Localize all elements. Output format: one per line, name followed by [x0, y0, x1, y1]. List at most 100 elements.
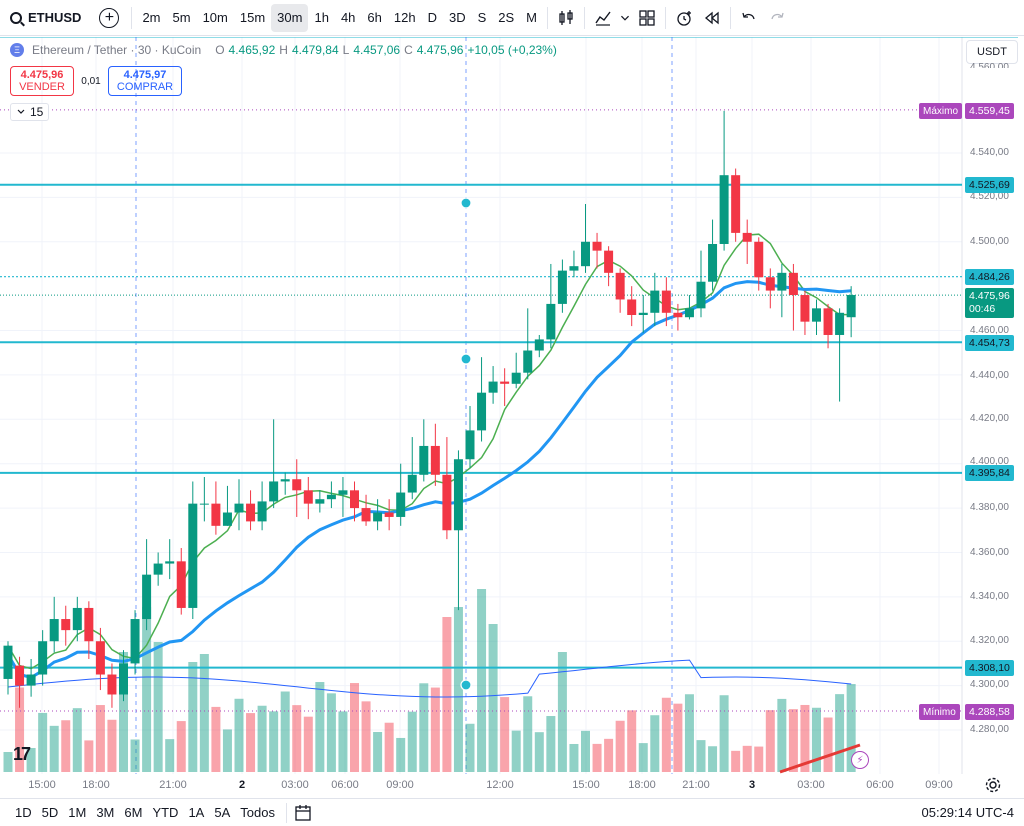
time-tick: 18:00 — [82, 779, 110, 791]
chart-canvas[interactable] — [0, 37, 1024, 774]
range-6m[interactable]: 6M — [124, 805, 143, 820]
gear-icon[interactable] — [984, 776, 1002, 794]
interval-4h[interactable]: 4h — [340, 10, 356, 25]
candle-body — [176, 561, 186, 608]
candle-body — [396, 492, 406, 517]
range-3m[interactable]: 3M — [96, 805, 115, 820]
undo-icon[interactable] — [735, 4, 763, 32]
range-1m[interactable]: 1M — [68, 805, 87, 820]
range-1a[interactable]: 1A — [188, 805, 205, 820]
candle-body — [731, 175, 741, 233]
ethereum-icon: Ξ — [10, 43, 24, 57]
candle-body — [534, 339, 544, 351]
sell-button[interactable]: 4.475,96 VENDER — [10, 66, 74, 96]
range-5d[interactable]: 5D — [41, 805, 59, 820]
interval-3D[interactable]: 3D — [448, 10, 466, 25]
range-5a[interactable]: 5A — [214, 805, 231, 820]
chevron-down-icon[interactable] — [617, 4, 633, 32]
tradingview-logo-icon[interactable]: 17 — [13, 744, 31, 764]
price-tick: 4.360,00 — [970, 547, 1009, 558]
candle-body — [742, 232, 752, 242]
layout-grid-icon[interactable] — [633, 4, 661, 32]
compare-add-icon[interactable]: + — [99, 7, 120, 28]
quote-currency-select[interactable]: USDT — [966, 40, 1018, 64]
time-tick: 06:00 — [331, 779, 359, 791]
time-tick: 18:00 — [628, 779, 656, 791]
volume-bar — [292, 705, 302, 772]
lightning-icon[interactable]: ⚡ — [851, 751, 869, 769]
range-group: 1D 5D 1M 3M 6M YTD 1A 5A Todos — [0, 805, 280, 820]
time-tick: 09:00 — [925, 779, 953, 791]
level-label-3[interactable]: 4.454,73 — [965, 335, 1014, 351]
alert-clock-icon[interactable] — [670, 4, 698, 32]
volume-bar — [661, 697, 671, 772]
quote-currency-value: USDT — [977, 46, 1007, 58]
ma-fast-line — [7, 233, 852, 670]
candle-body — [72, 607, 82, 631]
interval-5m[interactable]: 5m — [172, 10, 191, 25]
candle-body — [15, 665, 25, 686]
volume-bar — [199, 654, 209, 772]
interval-6h[interactable]: 6h — [367, 10, 382, 25]
replay-icon[interactable] — [698, 4, 726, 32]
indicators-icon[interactable] — [589, 4, 617, 32]
alert-marker-icon — [460, 353, 472, 365]
candle-body — [153, 563, 163, 575]
volume-bar — [222, 729, 232, 772]
volume-bar — [477, 589, 487, 772]
chart-pane[interactable] — [0, 37, 1024, 774]
volume-bar — [384, 722, 394, 772]
volume-bar — [488, 624, 498, 772]
top-toolbar: ETHUSD + 2m 5m 10m 15m 30m 1h 4h 6h 12h D 3D S 2S M — [0, 0, 1024, 36]
open-label: O — [215, 43, 225, 57]
price-tick-partial: 4.560,00 — [970, 62, 1009, 68]
go-to-date-icon[interactable] — [293, 803, 313, 823]
volume-bar — [453, 607, 463, 772]
high-tag: Máximo — [919, 103, 963, 119]
clock[interactable]: 05:29:14 UTC-4 — [921, 805, 1015, 820]
volume-bar — [350, 683, 359, 772]
candle-body — [165, 561, 175, 564]
interval-2m[interactable]: 2m — [142, 10, 161, 25]
symbol-search[interactable]: ETHUSD — [0, 0, 87, 35]
candle-body — [373, 512, 383, 522]
interval-30m[interactable]: 30m — [271, 3, 309, 32]
volume-bar — [119, 652, 128, 772]
candle-body — [442, 474, 452, 531]
candle-body — [384, 512, 394, 517]
interval-M[interactable]: M — [526, 10, 538, 25]
buy-button[interactable]: 4.475,97 COMPRAR — [108, 66, 182, 96]
level-label-4[interactable]: 4.395,84 — [965, 465, 1014, 481]
bottom-toolbar: 1D 5D 1M 3M 6M YTD 1A 5A Todos 05:29:14 UTC-4 — [0, 798, 1024, 826]
volume-bar — [269, 711, 279, 772]
redo-icon[interactable] — [763, 4, 791, 32]
candle-body — [26, 674, 36, 686]
interval-2S[interactable]: 2S — [498, 10, 515, 25]
candle-body — [650, 290, 660, 313]
candle-body — [638, 312, 648, 316]
time-tick: 03:00 — [797, 779, 825, 791]
level-label-2[interactable]: 4.484,26 — [965, 269, 1014, 285]
level-label-1[interactable]: 4.525,69 — [965, 177, 1014, 193]
high-value: 4.479,84 — [291, 43, 339, 57]
time-tick: 21:00 — [682, 779, 710, 791]
candle-body — [511, 372, 521, 384]
indicators-toggle[interactable]: 15 — [10, 103, 50, 121]
interval-10m[interactable]: 10m — [202, 10, 228, 25]
price-tick: 4.540,00 — [970, 147, 1009, 158]
interval-D[interactable]: D — [427, 10, 437, 25]
range-todos[interactable]: Todos — [240, 805, 275, 820]
candles-style-icon[interactable] — [552, 4, 580, 32]
range-1d[interactable]: 1D — [15, 805, 32, 820]
candle-body — [84, 607, 94, 642]
interval-15m[interactable]: 15m — [239, 10, 266, 25]
range-ytd[interactable]: YTD — [152, 805, 179, 820]
candle-body — [107, 674, 117, 695]
interval-S[interactable]: S — [477, 10, 487, 25]
price-tick: 4.340,00 — [970, 591, 1009, 602]
volume-bar — [15, 687, 25, 772]
interval-1h[interactable]: 1h — [314, 10, 329, 25]
buy-price: 4.475,97 — [123, 69, 167, 81]
interval-12h[interactable]: 12h — [393, 10, 416, 25]
level-label-5[interactable]: 4.308,10 — [965, 660, 1014, 676]
